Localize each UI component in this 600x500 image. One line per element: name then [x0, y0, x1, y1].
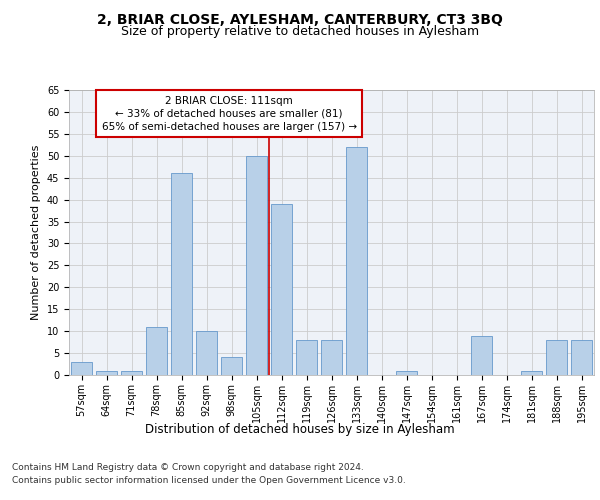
Bar [121, 370, 142, 375]
Bar [521, 370, 542, 375]
Text: Distribution of detached houses by size in Aylesham: Distribution of detached houses by size … [145, 422, 455, 436]
Bar [471, 336, 492, 375]
Bar [196, 331, 217, 375]
Text: 2, BRIAR CLOSE, AYLESHAM, CANTERBURY, CT3 3BQ: 2, BRIAR CLOSE, AYLESHAM, CANTERBURY, CT… [97, 12, 503, 26]
Text: Contains public sector information licensed under the Open Government Licence v3: Contains public sector information licen… [12, 476, 406, 485]
Y-axis label: Number of detached properties: Number of detached properties [31, 145, 41, 320]
Bar [346, 147, 367, 375]
Bar [96, 370, 117, 375]
Text: Contains HM Land Registry data © Crown copyright and database right 2024.: Contains HM Land Registry data © Crown c… [12, 462, 364, 471]
Bar [246, 156, 267, 375]
Bar [296, 340, 317, 375]
Bar [221, 358, 242, 375]
Bar [146, 327, 167, 375]
Bar [71, 362, 92, 375]
Text: Size of property relative to detached houses in Aylesham: Size of property relative to detached ho… [121, 25, 479, 38]
Bar [571, 340, 592, 375]
Bar [271, 204, 292, 375]
Bar [171, 174, 192, 375]
Bar [321, 340, 342, 375]
Bar [546, 340, 567, 375]
Bar [396, 370, 417, 375]
Text: 2 BRIAR CLOSE: 111sqm
← 33% of detached houses are smaller (81)
65% of semi-deta: 2 BRIAR CLOSE: 111sqm ← 33% of detached … [101, 96, 356, 132]
